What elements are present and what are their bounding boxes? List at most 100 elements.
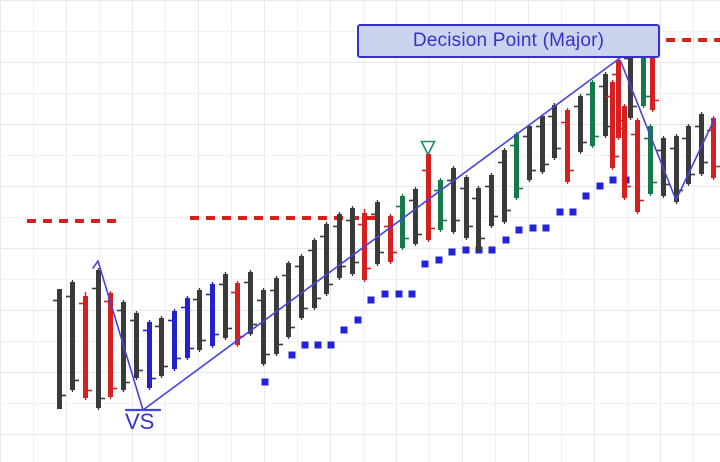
sar-dot xyxy=(502,236,510,244)
bar-body xyxy=(514,134,519,198)
bar-body xyxy=(578,96,583,152)
bar-body xyxy=(108,293,113,397)
bar-body xyxy=(197,290,202,350)
sar-dot xyxy=(435,256,443,264)
bar-body xyxy=(375,202,380,264)
ohlc-bar xyxy=(574,94,587,154)
ohlc-bar xyxy=(308,238,321,310)
bar-body xyxy=(388,216,393,262)
bar-body xyxy=(83,296,88,398)
ohlc-bar xyxy=(282,261,295,339)
ohlc-bar xyxy=(510,132,523,200)
ohlc-bar xyxy=(422,152,435,242)
ohlc-bar xyxy=(104,291,117,399)
sar-dot xyxy=(609,176,617,184)
ohlc-bar xyxy=(181,296,194,360)
sar-dot xyxy=(582,192,590,200)
ohlc-bar xyxy=(561,108,574,184)
ohlc-bar xyxy=(270,276,283,356)
bar-body xyxy=(185,298,190,358)
sar-dot xyxy=(367,296,375,304)
ohlc-bar xyxy=(396,194,409,250)
bar-body xyxy=(337,214,342,278)
bar-body xyxy=(622,106,627,198)
bar-body xyxy=(502,150,507,222)
bar-body xyxy=(299,256,304,318)
sar-dot xyxy=(395,290,403,298)
bar-body xyxy=(438,180,443,230)
ohlc-bar xyxy=(682,124,695,186)
ohlc-bar xyxy=(586,80,599,148)
bar-body xyxy=(350,208,355,274)
bar-body xyxy=(147,322,152,388)
signal-markers-layer xyxy=(420,140,436,157)
bar-body xyxy=(286,263,291,337)
ohlc-bar xyxy=(130,311,143,380)
bar-body xyxy=(648,126,653,194)
bar-body xyxy=(540,116,545,172)
ascending-support-trendline xyxy=(142,57,621,411)
sell-signal-triangle xyxy=(420,140,436,157)
bar-body xyxy=(686,126,691,184)
bar-body xyxy=(223,274,228,338)
ohlc-bar xyxy=(53,289,66,409)
sar-dot xyxy=(301,341,309,349)
resistance-lines-layer xyxy=(27,38,720,223)
ohlc-bar xyxy=(295,254,308,320)
ohlc-bar xyxy=(618,104,631,200)
bar-body xyxy=(674,136,679,202)
bar-body xyxy=(274,278,279,354)
bar-body xyxy=(400,196,405,248)
bar-body xyxy=(324,224,329,294)
sar-dot xyxy=(542,224,550,232)
ohlc-bar xyxy=(434,178,447,232)
ohlc-bar xyxy=(631,118,644,214)
bar-body xyxy=(464,177,469,238)
ohlc-bar xyxy=(460,175,473,240)
sar-dot xyxy=(327,341,335,349)
right-recovery-leg xyxy=(675,119,715,201)
bar-body xyxy=(699,114,704,174)
bar-body xyxy=(590,82,595,146)
sar-dot xyxy=(569,208,577,216)
bar-body xyxy=(134,313,139,378)
ohlc-bar xyxy=(485,173,498,228)
bar-body xyxy=(312,240,317,308)
ohlc-bar xyxy=(333,212,346,280)
sar-dot xyxy=(556,208,564,216)
sar-dot xyxy=(488,246,496,254)
bar-body xyxy=(413,189,418,244)
ohlc-bar xyxy=(66,280,79,392)
vs-pattern-label: VS xyxy=(125,409,155,434)
ohlc-bar xyxy=(447,166,460,234)
bar-body xyxy=(650,36,655,110)
bar-body xyxy=(527,126,532,180)
sar-dot xyxy=(261,378,269,386)
bar-body xyxy=(603,74,608,136)
decision-point-annotation[interactable]: Decision Point (Major) xyxy=(357,24,660,58)
sar-dot xyxy=(354,316,362,324)
bar-body xyxy=(628,44,633,118)
right-descending-leg xyxy=(620,61,677,201)
sar-dot xyxy=(515,226,523,234)
bar-body xyxy=(235,283,240,345)
decision-point-label: Decision Point (Major) xyxy=(412,30,605,51)
bar-body xyxy=(451,168,456,232)
sar-dot xyxy=(462,246,470,254)
bar-body xyxy=(248,272,253,334)
sar-dot xyxy=(529,224,537,232)
bar-body xyxy=(610,82,615,168)
bar-body xyxy=(616,60,621,138)
bar-body xyxy=(565,110,570,182)
ohlc-bar xyxy=(257,288,270,366)
ohlc-bar xyxy=(320,222,333,296)
left-hook-tick xyxy=(92,260,99,269)
bar-body xyxy=(96,270,101,408)
bar-body xyxy=(426,154,431,240)
ohlc-bar xyxy=(193,288,206,352)
bar-body xyxy=(635,120,640,212)
